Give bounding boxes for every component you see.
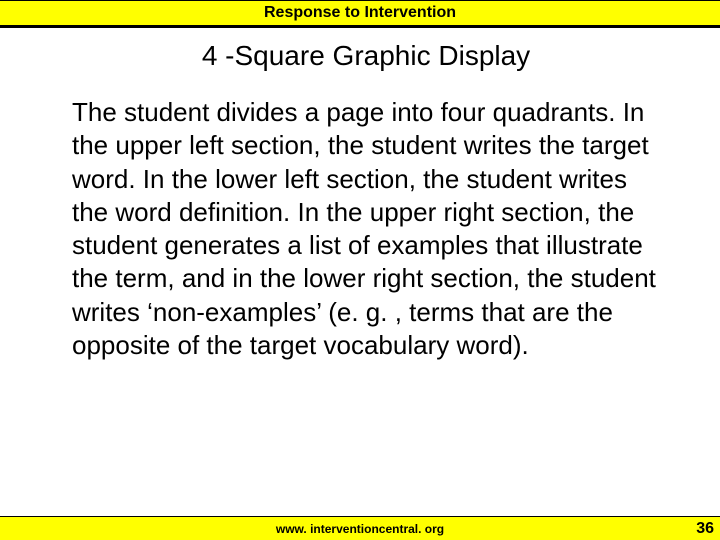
footer-url: www. interventioncentral. org xyxy=(276,522,444,536)
slide-body-text: The student divides a page into four qua… xyxy=(60,96,672,362)
footer-bar: www. interventioncentral. org xyxy=(0,516,720,540)
slide-title: 4 -Square Graphic Display xyxy=(60,40,672,72)
page-number: 36 xyxy=(696,520,714,538)
header-bar: Response to Intervention xyxy=(0,0,720,26)
header-title: Response to Intervention xyxy=(264,4,456,22)
content-area: 4 -Square Graphic Display The student di… xyxy=(0,28,720,362)
